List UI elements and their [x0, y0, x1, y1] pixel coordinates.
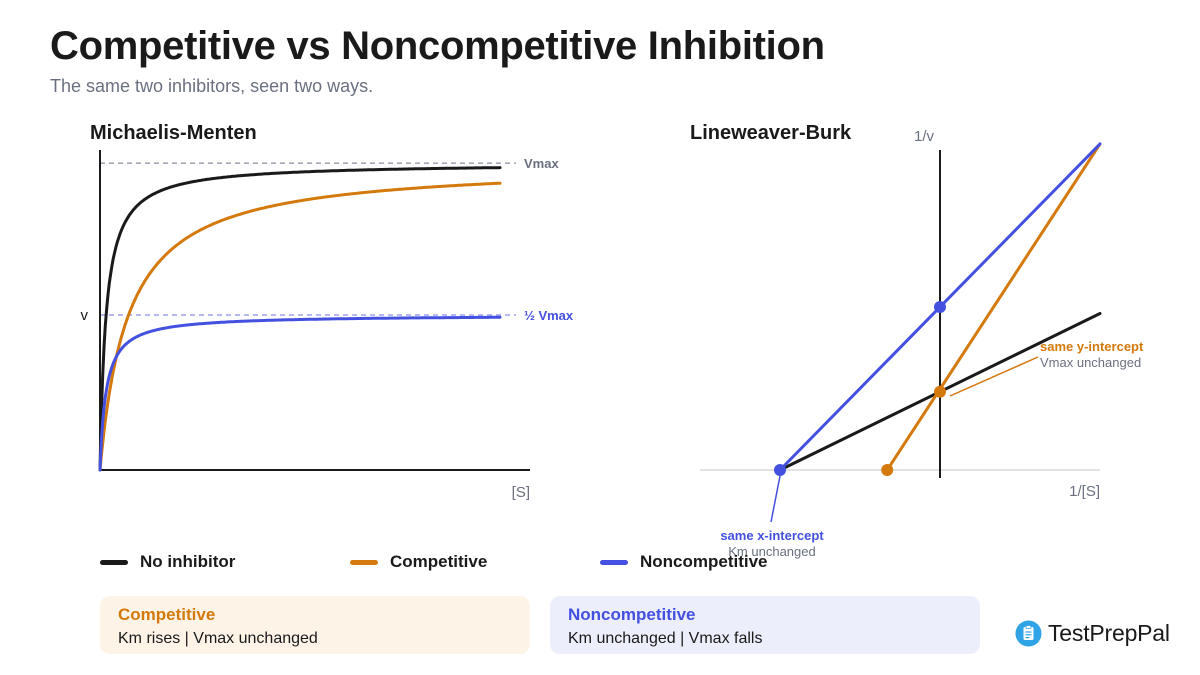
mm-panel: Michaelis-Menten Vmax ½ Vmax v [S]: [81, 122, 574, 501]
y-intercept-annotation-title: same y-intercept: [1040, 339, 1144, 354]
lb-x-label: 1/[S]: [1069, 483, 1100, 500]
y-intercept-annotation-text: Vmax unchanged: [1040, 355, 1141, 370]
clipboard-icon: [1015, 620, 1042, 647]
lb-line-competitive: [885, 142, 1102, 472]
lb-panel: Lineweaver-Burk 1/v 1/[S] same y-interce…: [690, 122, 1144, 559]
mm-curve-noncompetitive: [98, 315, 502, 472]
mm-reference-label-vmax: Vmax: [524, 156, 559, 171]
mm-curve-competitive: [98, 181, 502, 472]
x-intercept-leader: [770, 475, 781, 523]
legend-swatch: [600, 559, 628, 565]
brand-name: TestPrepPal: [1048, 620, 1170, 646]
x-intercept-annotation-text: Km unchanged: [728, 544, 815, 559]
lb-points: [774, 301, 946, 476]
competitive-summary-card: Competitive Km rises | Vmax unchanged: [100, 596, 530, 654]
mm-curves: [98, 166, 502, 472]
lb-point-competitive-2: [934, 385, 946, 398]
lb-title: Lineweaver-Burk: [690, 122, 852, 144]
card-title: Competitive: [118, 605, 216, 624]
mm-curve-no-inhibitor: [98, 166, 502, 472]
legend-label: Noncompetitive: [640, 552, 768, 571]
legend-competitive: Competitive: [350, 552, 487, 572]
card-text: Km unchanged | Vmax falls: [568, 630, 763, 647]
card-text: Km rises | Vmax unchanged: [118, 630, 318, 647]
card-title: Noncompetitive: [568, 605, 696, 624]
page-title: Competitive vs Noncompetitive Inhibition: [50, 24, 825, 68]
legend-noncompetitive: Noncompetitive: [600, 552, 768, 572]
mm-y-label: v: [81, 307, 89, 324]
mm-reference-label--vmax: ½ Vmax: [524, 308, 574, 323]
lb-point-noncompetitive-0: [774, 464, 786, 476]
page-subtitle: The same two inhibitors, seen two ways.: [50, 76, 374, 96]
lb-point-noncompetitive-3: [934, 301, 946, 313]
mm-reference-lines: Vmax ½ Vmax: [100, 156, 574, 323]
lb-y-label: 1/v: [914, 128, 935, 145]
mm-title: Michaelis-Menten: [90, 122, 257, 144]
x-intercept-annotation-title: same x-intercept: [720, 528, 824, 543]
legend-no-inhibitor: No inhibitor: [100, 552, 235, 572]
noncompetitive-summary-card: Noncompetitive Km unchanged | Vmax falls: [550, 596, 980, 654]
legend-label: No inhibitor: [140, 552, 236, 571]
legend-swatch: [350, 559, 378, 565]
legend-label: Competitive: [390, 552, 488, 571]
mm-x-label: [S]: [512, 484, 530, 501]
brand-logo: TestPrepPal: [1015, 620, 1170, 647]
legend-swatch: [100, 559, 128, 565]
y-intercept-leader: [949, 356, 1039, 397]
lb-point-competitive-1: [881, 464, 894, 476]
